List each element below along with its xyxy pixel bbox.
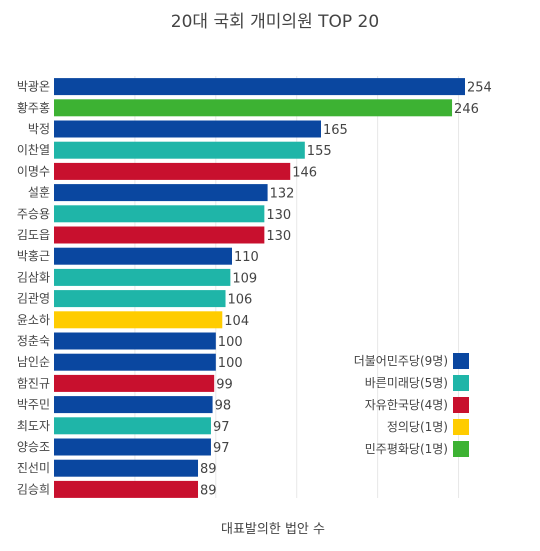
bar <box>54 290 226 308</box>
bar <box>54 226 265 244</box>
bar <box>54 162 291 180</box>
bar <box>54 247 232 265</box>
category-label: 남인순 <box>17 355 50 369</box>
value-label: 98 <box>215 399 232 414</box>
bar <box>54 99 453 117</box>
value-label: 106 <box>228 293 253 308</box>
legend-label: 자유한국당(4명) <box>365 398 448 412</box>
legend-label: 정의당(1명) <box>387 420 448 434</box>
value-label: 100 <box>218 356 243 371</box>
value-label: 146 <box>292 165 317 180</box>
bar <box>54 141 305 159</box>
category-label: 윤소하 <box>17 313 50 327</box>
bar <box>54 205 265 223</box>
value-label: 254 <box>467 81 492 96</box>
category-label: 최도자 <box>17 419 50 433</box>
category-label: 김관영 <box>17 292 50 306</box>
bar <box>54 396 213 414</box>
bar <box>54 268 231 286</box>
category-label: 박정 <box>28 122 50 136</box>
category-label: 김삼화 <box>17 270 50 284</box>
bar <box>54 480 199 498</box>
value-label: 99 <box>216 377 233 392</box>
bar <box>54 417 211 435</box>
category-label: 주승용 <box>17 207 50 221</box>
value-label: 100 <box>218 335 243 350</box>
legend-swatch <box>453 375 469 391</box>
bar <box>54 184 268 202</box>
legend-label: 바른미래당(5명) <box>365 376 448 390</box>
bar <box>54 332 216 350</box>
value-label: 89 <box>200 462 217 477</box>
legend-swatch <box>453 353 469 369</box>
bar <box>54 374 215 392</box>
bar <box>54 78 465 96</box>
category-label: 진선미 <box>17 461 50 475</box>
value-label: 109 <box>232 271 257 286</box>
legend: 더불어민주당(9명) 바른미래당(5명) 자유한국당(4명) 정의당(1명) 민주평화당… <box>354 353 469 457</box>
legend-label: 더불어민주당(9명) <box>354 354 448 368</box>
category-label: 이찬열 <box>17 142 50 157</box>
category-label: 이명수 <box>17 164 50 178</box>
category-label: 함진규 <box>17 376 50 390</box>
bar <box>54 311 223 329</box>
category-label: 정춘숙 <box>17 334 50 348</box>
legend-label: 민주평화당(1명) <box>365 442 448 456</box>
bar <box>54 120 321 138</box>
bar <box>54 459 199 477</box>
legend-swatch <box>453 441 469 457</box>
bar <box>54 353 216 371</box>
value-label: 104 <box>224 314 249 329</box>
value-label: 132 <box>270 187 295 202</box>
category-label: 박광온 <box>17 80 50 94</box>
category-label: 황주홍 <box>17 101 50 115</box>
category-label: 박홍근 <box>17 249 50 263</box>
x-axis-label: 대표발의한 법안 수 <box>221 522 325 537</box>
value-label: 89 <box>200 483 217 498</box>
value-label: 110 <box>234 250 259 265</box>
value-label: 165 <box>323 123 348 138</box>
grid-lines <box>134 76 460 498</box>
value-label: 155 <box>307 144 332 159</box>
bar <box>54 438 211 456</box>
bars: 박광온 254 황주홍 246 박정 165 이찬열 155 이명수 146 설훈 132 주승용 130… <box>17 78 492 498</box>
value-label: 130 <box>266 208 291 223</box>
category-label: 김도읍 <box>17 228 50 242</box>
value-label: 97 <box>213 420 230 435</box>
category-label: 설훈 <box>28 186 50 200</box>
chart-title: 20대 국회 개미의원 TOP 20 <box>171 12 379 32</box>
value-label: 97 <box>213 441 230 456</box>
legend-swatch <box>453 397 469 413</box>
value-label: 130 <box>266 229 291 244</box>
legend-swatch <box>453 419 469 435</box>
category-label: 양승조 <box>17 440 50 454</box>
value-label: 246 <box>454 102 479 117</box>
category-label: 박주민 <box>17 398 50 412</box>
category-label: 김승희 <box>17 482 50 496</box>
